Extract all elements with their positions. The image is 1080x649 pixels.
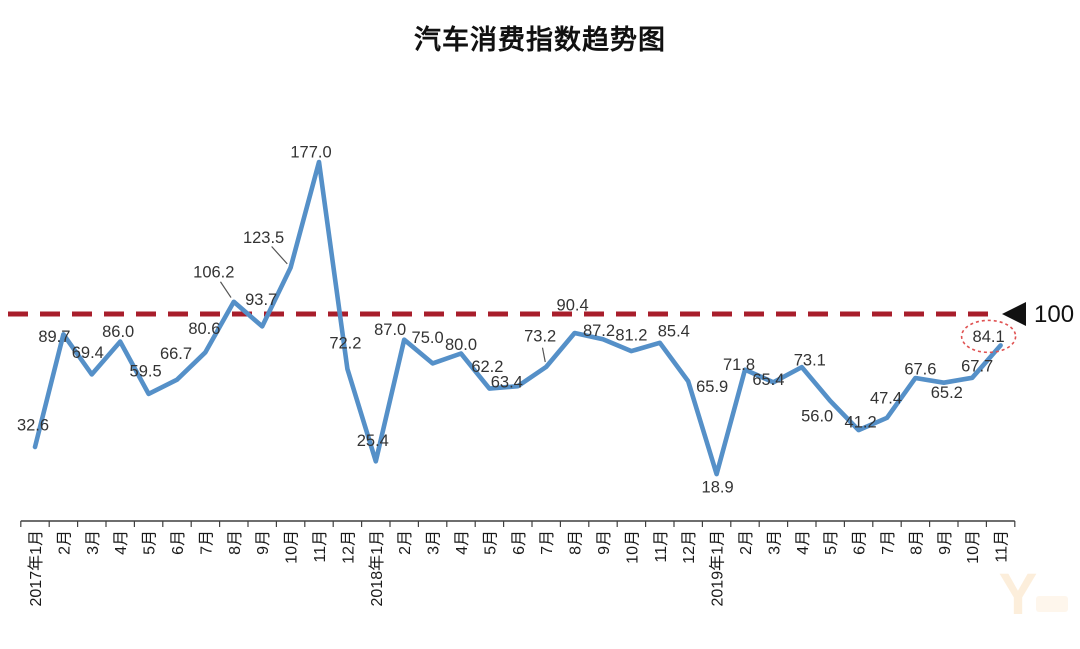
point-value-label: 69.4 [72, 344, 104, 362]
x-axis-label: 2017年1月 [27, 530, 45, 607]
reference-marker-arrow [1002, 302, 1026, 326]
x-axis-label: 5月 [823, 530, 840, 555]
point-value-label: 67.7 [961, 357, 993, 375]
x-axis-label: 10月 [965, 530, 982, 564]
point-value-label: 85.4 [658, 322, 690, 340]
x-axis: 2017年1月 2月 3月 4月 5月 6月 7月 8月 9月 10月 11月 12月 2018年1月 2… [20, 520, 1016, 607]
x-axis-label: 3月 [766, 530, 783, 555]
x-axis-label: 12月 [340, 530, 357, 564]
data-series-group: 32.6 89.769.4 86.0 59.566.7 80.6 106.2 93.7 123… [17, 144, 1005, 497]
index-trend-line [32, 159, 1003, 477]
point-value-label: 67.6 [904, 360, 936, 378]
point-value-label: 41.2 [845, 414, 877, 432]
x-axis-label: 11月 [312, 530, 329, 563]
x-axis-label: 8月 [908, 530, 925, 555]
point-value-label: 177.0 [290, 144, 331, 162]
point-value-label: 71.8 [723, 356, 755, 374]
label-leader-line [541, 347, 546, 363]
point-value-label: 87.0 [374, 321, 406, 339]
label-leader-line [219, 281, 232, 298]
x-axis-label: 9月 [937, 530, 954, 555]
x-axis-label: 9月 [596, 530, 613, 555]
point-value-label: 65.9 [696, 378, 728, 396]
x-axis-label: 3月 [85, 530, 102, 555]
point-value-label: 80.0 [445, 336, 477, 354]
x-axis-label: 2月 [738, 530, 755, 555]
point-value-label: 32.6 [17, 417, 49, 435]
point-value-label: 18.9 [702, 479, 734, 497]
x-axis-label: 2019年1月 [709, 530, 727, 607]
watermark-logo: Y [999, 562, 1068, 627]
x-axis-label: 4月 [454, 530, 471, 555]
x-axis-label: 5月 [482, 530, 499, 555]
point-value-label: 66.7 [160, 345, 192, 363]
reference-line-group: 100 [8, 301, 1074, 328]
point-value-label: 90.4 [557, 296, 589, 314]
x-axis-label: 2018年1月 [368, 530, 386, 607]
x-axis-label: 10月 [284, 530, 301, 564]
x-axis-label: 8月 [227, 530, 244, 555]
chart-title: 汽车消费指数趋势图 [414, 25, 666, 55]
point-value-label: 73.1 [794, 352, 826, 370]
x-axis-label: 9月 [255, 530, 272, 555]
point-value-label: 73.2 [524, 327, 556, 345]
x-axis-label: 2月 [397, 530, 414, 555]
highlight-circle [960, 319, 1017, 354]
x-axis-label: 11月 [653, 530, 670, 563]
reference-value-label: 100 [1034, 301, 1074, 328]
point-value-label: 84.1 [973, 328, 1005, 346]
point-value-label: 63.4 [491, 374, 523, 392]
point-value-label: 80.6 [188, 320, 220, 338]
point-value-label: 123.5 [243, 229, 284, 247]
x-axis-label: 6月 [511, 530, 528, 555]
x-axis-label: 6月 [852, 530, 869, 555]
point-value-label: 72.2 [329, 334, 361, 352]
point-value-label: 81.2 [615, 327, 647, 345]
watermark-text-blob [1036, 596, 1068, 612]
point-value-label: 65.4 [752, 371, 784, 389]
x-axis-label: 5月 [142, 530, 159, 555]
point-value-label: 65.2 [931, 384, 963, 402]
point-value-label: 106.2 [193, 263, 234, 281]
point-value-label: 87.2 [583, 322, 615, 340]
point-value-label: 62.2 [471, 358, 503, 376]
x-axis-label: 3月 [426, 530, 443, 555]
x-axis-label: 6月 [170, 530, 187, 555]
point-value-label: 93.7 [245, 291, 277, 309]
x-axis-label: 7月 [198, 530, 215, 555]
point-value-label: 56.0 [801, 407, 833, 425]
point-value-label: 59.5 [130, 362, 162, 380]
x-axis-label: 4月 [795, 530, 812, 555]
x-axis-label: 2月 [56, 530, 73, 555]
point-value-label: 86.0 [102, 323, 134, 341]
watermark-symbol: Y [999, 562, 1038, 627]
x-axis-label: 10月 [624, 530, 641, 564]
highlight-group [960, 319, 1017, 354]
x-axis-label: 4月 [113, 530, 130, 555]
x-axis-label: 12月 [681, 530, 698, 564]
point-value-label: 75.0 [412, 329, 444, 347]
point-value-label: 89.7 [38, 328, 70, 346]
x-axis-label: 11月 [994, 530, 1011, 563]
x-axis-label: 8月 [568, 530, 585, 555]
label-leader-line [271, 246, 288, 265]
point-value-label: 47.4 [870, 389, 902, 407]
point-value-label: 25.4 [357, 432, 389, 450]
x-axis-label: 7月 [880, 530, 897, 555]
x-axis-label: 7月 [539, 530, 556, 555]
